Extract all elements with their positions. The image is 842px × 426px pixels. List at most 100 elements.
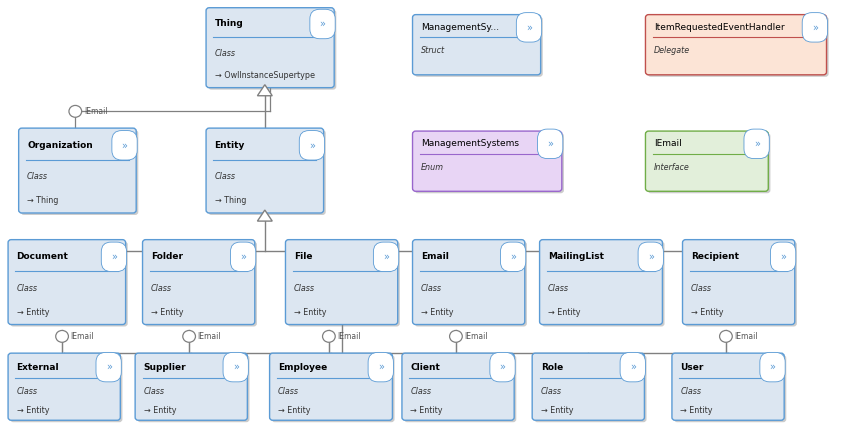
Text: → Entity: → Entity bbox=[680, 406, 713, 414]
Text: Class: Class bbox=[27, 172, 48, 181]
Text: ItemRequestedEventHandler: ItemRequestedEventHandler bbox=[654, 23, 785, 32]
FancyBboxPatch shape bbox=[646, 14, 827, 75]
FancyBboxPatch shape bbox=[540, 240, 663, 325]
Text: »: » bbox=[383, 252, 389, 262]
Text: → OwlInstanceSupertype: → OwlInstanceSupertype bbox=[215, 71, 315, 81]
Text: Class: Class bbox=[17, 388, 38, 397]
Circle shape bbox=[450, 331, 462, 343]
Text: Struct: Struct bbox=[421, 46, 445, 55]
Text: Document: Document bbox=[17, 252, 68, 261]
Text: »: » bbox=[121, 140, 127, 150]
Text: → Entity: → Entity bbox=[17, 308, 49, 317]
FancyBboxPatch shape bbox=[685, 242, 797, 326]
Text: Email: Email bbox=[421, 252, 449, 261]
Circle shape bbox=[183, 331, 195, 343]
Text: Class: Class bbox=[278, 388, 299, 397]
FancyBboxPatch shape bbox=[272, 355, 395, 422]
Text: »: » bbox=[320, 19, 326, 29]
Text: »: » bbox=[378, 362, 384, 372]
Text: »: » bbox=[111, 252, 117, 262]
FancyBboxPatch shape bbox=[647, 133, 770, 193]
Text: Employee: Employee bbox=[278, 363, 328, 371]
FancyBboxPatch shape bbox=[414, 133, 564, 193]
Text: »: » bbox=[770, 362, 775, 372]
Text: Supplier: Supplier bbox=[144, 363, 186, 371]
Text: Class: Class bbox=[215, 49, 236, 58]
FancyBboxPatch shape bbox=[208, 10, 336, 89]
Circle shape bbox=[69, 105, 82, 117]
Text: »: » bbox=[526, 22, 532, 32]
FancyBboxPatch shape bbox=[413, 14, 541, 75]
FancyBboxPatch shape bbox=[142, 240, 255, 325]
Text: »: » bbox=[630, 362, 636, 372]
Text: »: » bbox=[106, 362, 112, 372]
FancyBboxPatch shape bbox=[21, 130, 138, 215]
Text: IEmail: IEmail bbox=[198, 332, 221, 341]
FancyBboxPatch shape bbox=[135, 353, 248, 420]
FancyBboxPatch shape bbox=[532, 353, 644, 420]
Text: Folder: Folder bbox=[151, 252, 183, 261]
Text: IEmail: IEmail bbox=[654, 139, 682, 148]
Text: Class: Class bbox=[410, 388, 431, 397]
FancyBboxPatch shape bbox=[404, 355, 516, 422]
Text: File: File bbox=[294, 252, 312, 261]
Text: »: » bbox=[812, 22, 818, 32]
Text: Class: Class bbox=[151, 284, 172, 293]
Text: »: » bbox=[309, 140, 315, 150]
Polygon shape bbox=[258, 85, 272, 96]
Text: IEmail: IEmail bbox=[734, 332, 758, 341]
Text: Organization: Organization bbox=[27, 141, 93, 150]
FancyBboxPatch shape bbox=[137, 355, 249, 422]
Text: IEmail: IEmail bbox=[83, 107, 108, 116]
FancyBboxPatch shape bbox=[647, 17, 829, 77]
Text: Role: Role bbox=[541, 363, 563, 371]
Text: »: » bbox=[754, 139, 759, 149]
Text: → Entity: → Entity bbox=[294, 308, 327, 317]
Polygon shape bbox=[258, 210, 272, 221]
Text: Interface: Interface bbox=[654, 163, 690, 172]
FancyBboxPatch shape bbox=[413, 131, 562, 191]
Text: Thing: Thing bbox=[215, 20, 243, 29]
Text: Class: Class bbox=[680, 388, 701, 397]
FancyBboxPatch shape bbox=[674, 355, 786, 422]
FancyBboxPatch shape bbox=[672, 353, 784, 420]
Text: IEmail: IEmail bbox=[71, 332, 94, 341]
Text: → Entity: → Entity bbox=[691, 308, 723, 317]
FancyBboxPatch shape bbox=[145, 242, 257, 326]
Text: → Entity: → Entity bbox=[144, 406, 176, 414]
Text: MailingList: MailingList bbox=[548, 252, 604, 261]
FancyBboxPatch shape bbox=[10, 355, 122, 422]
Text: External: External bbox=[17, 363, 59, 371]
FancyBboxPatch shape bbox=[413, 240, 525, 325]
Text: ManagementSystems: ManagementSystems bbox=[421, 139, 519, 148]
FancyBboxPatch shape bbox=[683, 240, 795, 325]
Text: Class: Class bbox=[144, 388, 164, 397]
Circle shape bbox=[720, 331, 733, 343]
FancyBboxPatch shape bbox=[541, 242, 664, 326]
FancyBboxPatch shape bbox=[8, 353, 120, 420]
FancyBboxPatch shape bbox=[285, 240, 397, 325]
Text: Class: Class bbox=[215, 172, 236, 181]
Text: Recipient: Recipient bbox=[691, 252, 739, 261]
Text: IEmail: IEmail bbox=[338, 332, 361, 341]
FancyBboxPatch shape bbox=[208, 130, 326, 215]
Text: Delegate: Delegate bbox=[654, 46, 690, 55]
Text: Class: Class bbox=[294, 284, 315, 293]
Text: → Thing: → Thing bbox=[215, 196, 246, 205]
Text: »: » bbox=[781, 252, 786, 262]
Circle shape bbox=[56, 331, 68, 343]
Text: Class: Class bbox=[541, 388, 562, 397]
Text: Client: Client bbox=[410, 363, 440, 371]
Circle shape bbox=[322, 331, 335, 343]
Text: → Entity: → Entity bbox=[541, 406, 573, 414]
Text: Class: Class bbox=[17, 284, 38, 293]
Text: → Entity: → Entity bbox=[410, 406, 443, 414]
Text: → Entity: → Entity bbox=[548, 308, 580, 317]
Text: »: » bbox=[547, 139, 553, 149]
Text: User: User bbox=[680, 363, 704, 371]
FancyBboxPatch shape bbox=[535, 355, 647, 422]
Text: »: » bbox=[232, 362, 238, 372]
FancyBboxPatch shape bbox=[269, 353, 392, 420]
FancyBboxPatch shape bbox=[206, 128, 323, 213]
FancyBboxPatch shape bbox=[646, 131, 768, 191]
